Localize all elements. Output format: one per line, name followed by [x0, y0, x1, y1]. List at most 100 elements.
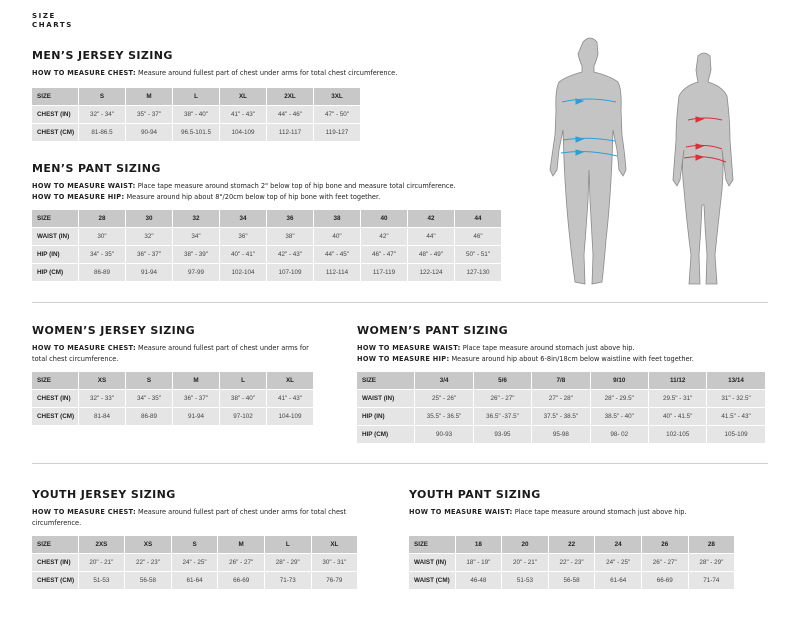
table-header-row: SIZE 28 30 32 34 36 38 40 42 44: [32, 210, 501, 227]
size-header-cell: 28: [688, 536, 735, 553]
size-table: SIZE S M L XL 2XL 3XL CHEST (IN) 32" - 34" 35" - …: [31, 87, 361, 142]
table-cell: 35.5" - 36.5": [415, 408, 473, 425]
female-body-silhouette-icon: [672, 52, 734, 285]
measure-instructions: HOW TO MEASURE CHEST: Measure around ful…: [32, 68, 512, 79]
male-body-silhouette-icon: [549, 37, 627, 285]
size-header-cell: 44: [455, 210, 501, 227]
table-cell: 26" - 27": [473, 390, 532, 407]
size-header-cell: L: [220, 372, 266, 389]
size-header-cell: S: [126, 372, 172, 389]
table-cell: 40" - 41": [220, 246, 266, 263]
table-cell: 76-79: [311, 572, 358, 589]
table-cell: 42": [361, 228, 407, 245]
table-cell: 102-104: [220, 264, 266, 281]
instruction-text: Measure around fullest part of chest und…: [32, 344, 309, 363]
section-title: YOUTH JERSEY SIZING: [32, 488, 176, 501]
table-cell: 90-93: [415, 426, 473, 443]
instruction-line: HOW TO MEASURE CHEST: Measure around ful…: [32, 68, 512, 79]
table-cell: 41" - 43": [267, 390, 313, 407]
table-header-row: SIZE XS S M L XL: [32, 372, 313, 389]
instruction-text: Measure around hip about 6-8in/18cm belo…: [449, 355, 694, 363]
table-cell: 81-86.5: [79, 124, 125, 141]
instruction-label: HOW TO MEASURE HIP:: [357, 355, 450, 363]
table-header-row: SIZE 18 20 22 24 26 28: [409, 536, 735, 553]
table-cell: 81-84: [79, 408, 125, 425]
table-cell: 66-69: [641, 572, 688, 589]
table-cell: 104-109: [267, 408, 313, 425]
size-header-cell: 5/6: [473, 372, 532, 389]
size-header-cell: 2XL: [267, 88, 313, 105]
table-row: HIP (CM) 86-89 91-94 97-99 102-104 107-109 112…: [32, 264, 501, 281]
table-cell: 27" - 28": [532, 390, 590, 407]
size-header-cell: 22: [548, 536, 595, 553]
table-cell: 28" - 29.5": [590, 390, 648, 407]
table-cell: 104-109: [220, 124, 266, 141]
row-label-cell: CHEST (CM): [32, 408, 78, 425]
size-header-cell: 9/10: [590, 372, 648, 389]
section-divider: [32, 302, 768, 303]
table-cell: 97-102: [220, 408, 266, 425]
section-title: MEN’S JERSEY SIZING: [32, 49, 173, 62]
instruction-line: HOW TO MEASURE WAIST: Place tape measure…: [409, 507, 789, 518]
table-cell: 86-89: [126, 408, 172, 425]
table-cell: 36" - 37": [173, 390, 219, 407]
size-header-cell: XS: [79, 372, 125, 389]
table-row: HIP (CM) 90-93 93-95 95-98 98- 02 102-105 105-…: [357, 426, 765, 443]
size-header-cell: 18: [455, 536, 502, 553]
size-header-cell: 36: [267, 210, 313, 227]
table-row: CHEST (IN) 32" - 33" 34" - 35" 36" - 37" 38"…: [32, 390, 313, 407]
size-header-cell: 34: [220, 210, 266, 227]
table-cell: 30": [79, 228, 125, 245]
instruction-label: HOW TO MEASURE WAIST:: [357, 344, 461, 352]
table-cell: 24" - 25": [595, 554, 641, 571]
size-header-cell: 3XL: [314, 88, 360, 105]
instruction-text: Measure around fullest part of chest und…: [32, 508, 347, 527]
measure-instructions: HOW TO MEASURE WAIST: Place tape measure…: [409, 507, 789, 518]
measure-instructions: HOW TO MEASURE CHEST: Measure around ful…: [32, 507, 362, 529]
table-cell: 38" - 39": [173, 246, 219, 263]
table-row: WAIST (IN) 25" - 26" 26" - 27" 27" - 28" 28"…: [357, 390, 765, 407]
instruction-text: Place tape measure around stomach just a…: [460, 344, 635, 352]
size-header-cell: 24: [595, 536, 641, 553]
size-header-cell: XL: [311, 536, 358, 553]
size-header-cell: L: [264, 536, 311, 553]
size-table: SIZE XS S M L XL CHEST (IN) 32" - 33" 34" - 35" 3…: [31, 371, 314, 426]
instruction-label: HOW TO MEASURE WAIST:: [409, 508, 513, 516]
size-header-cell: 32: [173, 210, 219, 227]
brand-title: SIZE CHARTS: [32, 12, 73, 30]
instruction-text: Place tape measure around stomach 2" bel…: [135, 182, 456, 190]
measure-instructions: HOW TO MEASURE WAIST: Place tape measure…: [32, 181, 532, 203]
size-header-cell: 30: [126, 210, 172, 227]
table-cell: 119-127: [314, 124, 360, 141]
table-row: WAIST (IN) 18" - 19" 20" - 21" 22" - 23" 24"…: [409, 554, 735, 571]
size-header-cell: 26: [641, 536, 688, 553]
size-table: SIZE 3/4 5/6 7/8 9/10 11/12 13/14 WAIST (IN) 25"…: [356, 371, 766, 444]
table-cell: 32": [126, 228, 172, 245]
instruction-label: HOW TO MEASURE CHEST:: [32, 69, 136, 77]
size-header-cell: M: [126, 88, 172, 105]
size-header-cell: XS: [125, 536, 171, 553]
table-cell: 30" - 31": [311, 554, 358, 571]
size-header-cell: 40: [361, 210, 407, 227]
table-cell: 95-98: [532, 426, 590, 443]
table-cell: 91-94: [173, 408, 219, 425]
table-cell: 51-53: [502, 572, 548, 589]
table-row: WAIST (IN) 30" 32" 34" 36" 38" 40" 42" 44" 46": [32, 228, 501, 245]
table-cell: 97-99: [173, 264, 219, 281]
section-title: WOMEN’S PANT SIZING: [357, 324, 509, 337]
table-row: CHEST (IN) 20" - 21" 22" - 23" 24" - 25" 26"…: [32, 554, 358, 571]
instruction-line: HOW TO MEASURE WAIST: Place tape measure…: [357, 343, 767, 354]
table-row: CHEST (IN) 32" - 34" 35" - 37" 38" - 40" 41"…: [32, 106, 360, 123]
row-label-cell: SIZE: [32, 372, 78, 389]
row-label-cell: SIZE: [32, 210, 78, 227]
table-cell: 38.5" - 40": [590, 408, 648, 425]
instruction-line: HOW TO MEASURE HIP: Measure around hip a…: [32, 192, 532, 203]
instruction-text: Measure around fullest part of chest und…: [135, 69, 398, 77]
size-header-cell: 3/4: [415, 372, 473, 389]
size-header-cell: 42: [408, 210, 454, 227]
table-header-row: SIZE S M L XL 2XL 3XL: [32, 88, 360, 105]
table-cell: 112-117: [267, 124, 313, 141]
row-label-cell: HIP (IN): [357, 408, 415, 425]
table-cell: 24" - 25": [171, 554, 218, 571]
table-cell: 102-105: [648, 426, 707, 443]
